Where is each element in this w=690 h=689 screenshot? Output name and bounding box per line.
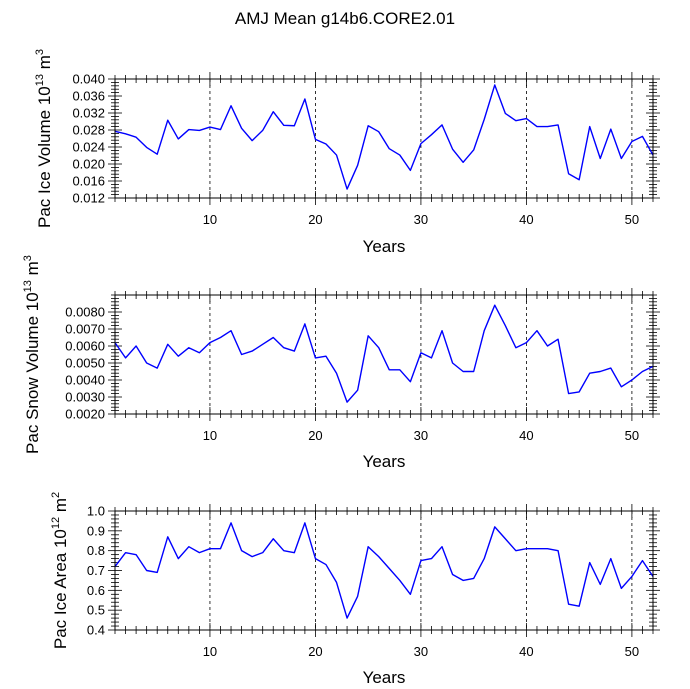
snow-volume-x-tick-label: 30	[414, 428, 428, 443]
snow-volume-x-tick-label: 20	[308, 428, 322, 443]
ice-area-y-tick-label: 0.5	[87, 603, 105, 618]
ice-area-y-tick-label: 0.4	[87, 623, 105, 638]
ice-area-y-tick-label: 0.8	[87, 543, 105, 558]
ice-volume-y-axis-label-exp: 13	[34, 74, 46, 86]
ice-area-y-axis-label-unit-exp: 2	[50, 492, 62, 498]
ice-volume-y-axis-label-unit-exp: 3	[34, 49, 46, 55]
snow-volume-panel: 0.0020 0.0030 0.0040 0.0050 0.0060 0.0070 0.00…	[22, 255, 660, 471]
ice-area-y-tick-label: 0.9	[87, 523, 105, 538]
snow-volume-x-tick-label: 40	[519, 428, 533, 443]
ice-area-y-axis-label-unit: m	[51, 498, 70, 517]
ice-volume-y-tick-label: 0.016	[72, 174, 105, 189]
snow-volume-y-axis-label-text: Pac Snow Volume 10	[23, 292, 42, 454]
snow-volume-x-tick-label: 10	[203, 428, 217, 443]
ice-area-y-tick-label: 1.0	[87, 504, 105, 519]
ice-volume-panel: 0.012 0.016 0.020 0.024 0.028 0.032 0.036 0.040…	[34, 49, 660, 256]
snow-volume-y-axis-label-exp: 13	[22, 280, 34, 292]
ice-volume-y-tick-label: 0.028	[72, 123, 105, 138]
ice-volume-x-axis-label: Years	[363, 237, 406, 256]
ice-area-x-tick-label: 20	[308, 644, 322, 659]
ice-volume-y-tick-label: 0.012	[72, 191, 105, 206]
ice-area-panel: 0.4 0.5 0.6 0.7 0.8 0.9 1.0 10 20 30 40 50 Years Pac …	[50, 492, 660, 687]
figure-title: AMJ Mean g14b6.CORE2.01	[235, 9, 455, 28]
ice-area-y-axis-label-text: Pac Ice Area 10	[51, 529, 70, 649]
snow-volume-y-tick-label: 0.0030	[65, 390, 105, 405]
ice-area-frame	[114, 510, 654, 631]
ice-area-x-axis-label: Years	[363, 668, 406, 687]
ice-volume-x-tick-label: 30	[414, 212, 428, 227]
snow-volume-x-axis-label: Years	[363, 452, 406, 471]
ice-area-x-tick-label: 10	[203, 644, 217, 659]
snow-volume-frame	[114, 294, 654, 415]
ice-volume-y-tick-label: 0.032	[72, 106, 105, 121]
ice-volume-x-tick-label: 20	[308, 212, 322, 227]
ice-volume-y-axis-label: Pac Ice Volume 1013 m3	[34, 49, 54, 228]
snow-volume-y-tick-label: 0.0060	[65, 339, 105, 354]
ice-area-x-tick-label: 30	[414, 644, 428, 659]
snow-volume-y-axis-label-unit: m	[23, 261, 42, 280]
snow-volume-y-tick-label: 0.0020	[65, 407, 105, 422]
snow-volume-y-tick-label: 0.0040	[65, 373, 105, 388]
ice-area-y-axis-label: Pac Ice Area 1012 m2	[50, 492, 70, 649]
snow-volume-y-tick-label: 0.0050	[65, 356, 105, 371]
ice-volume-x-tick-label: 40	[519, 212, 533, 227]
ice-area-x-tick-label: 50	[625, 644, 639, 659]
snow-volume-x-tick-label: 50	[625, 428, 639, 443]
ice-area-y-tick-label: 0.6	[87, 583, 105, 598]
ice-volume-y-tick-label: 0.020	[72, 157, 105, 172]
ice-volume-x-tick-label: 10	[203, 212, 217, 227]
ice-area-y-tick-label: 0.7	[87, 563, 105, 578]
ice-volume-y-tick-label: 0.040	[72, 72, 105, 87]
snow-volume-y-axis-label-unit-exp: 3	[22, 255, 34, 261]
snow-volume-y-axis-label: Pac Snow Volume 1013 m3	[22, 255, 42, 454]
ice-volume-y-axis-label-unit: m	[35, 55, 54, 74]
ice-volume-series-line	[114, 84, 654, 190]
ice-volume-frame	[114, 78, 654, 199]
ice-volume-y-axis-label-text: Pac Ice Volume 10	[35, 86, 54, 228]
snow-volume-y-tick-label: 0.0080	[65, 305, 105, 320]
ice-volume-y-tick-label: 0.036	[72, 89, 105, 104]
snow-volume-y-tick-label: 0.0070	[65, 322, 105, 337]
snow-volume-series-line	[114, 304, 654, 403]
ice-area-y-axis-label-exp: 12	[50, 517, 62, 529]
ice-area-series-line	[114, 522, 654, 619]
ice-area-x-tick-label: 40	[519, 644, 533, 659]
ice-volume-y-tick-label: 0.024	[72, 140, 105, 155]
ice-volume-x-tick-label: 50	[625, 212, 639, 227]
